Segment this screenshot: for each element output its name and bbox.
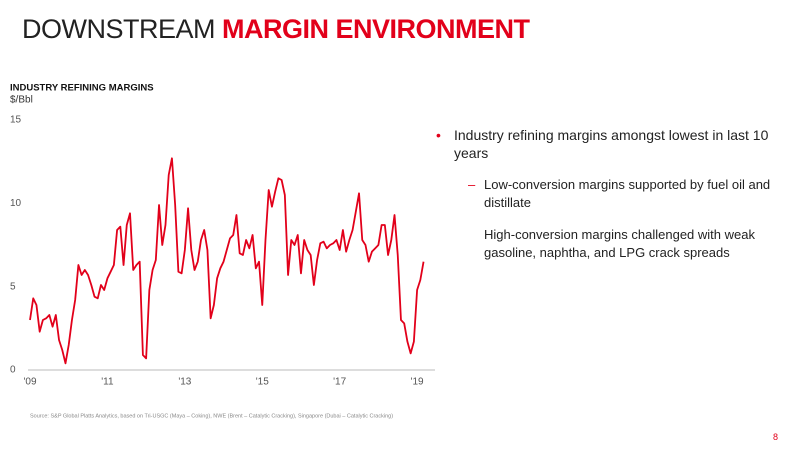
sub-bullet: Low-conversion margins supported by fuel… [432, 176, 777, 212]
data-line [29, 157, 425, 365]
sub-bullet: High-conversion margins challenged with … [484, 227, 755, 260]
slide-title: DOWNSTREAM MARGIN ENVIRONMENT [22, 14, 530, 45]
title-bold: MARGIN ENVIRONMENT [222, 14, 530, 44]
bullets: Industry refining margins amongst lowest… [432, 126, 777, 262]
y-axis-label: $/Bbl [10, 95, 33, 106]
x-tick-label: '19 [411, 377, 424, 388]
x-tick-label: '17 [333, 377, 346, 388]
bullet: Industry refining margins amongst lowest… [432, 126, 777, 162]
y-tick-label: 5 [10, 281, 16, 292]
x-tick-label: '15 [256, 377, 269, 388]
chart-title: INDUSTRY REFINING MARGINS [10, 83, 154, 94]
y-tick-label: 10 [10, 198, 22, 209]
title-light: DOWNSTREAM [22, 14, 216, 44]
x-tick-label: '13 [178, 377, 191, 388]
y-tick-label: 0 [10, 365, 16, 376]
y-tick-label: 15 [10, 115, 22, 126]
source-note: Source: S&P Global Platts Analytics, bas… [30, 413, 393, 419]
x-tick-label: '09 [23, 377, 36, 388]
x-tick-label: '11 [101, 377, 114, 388]
page-number: 8 [772, 432, 778, 442]
